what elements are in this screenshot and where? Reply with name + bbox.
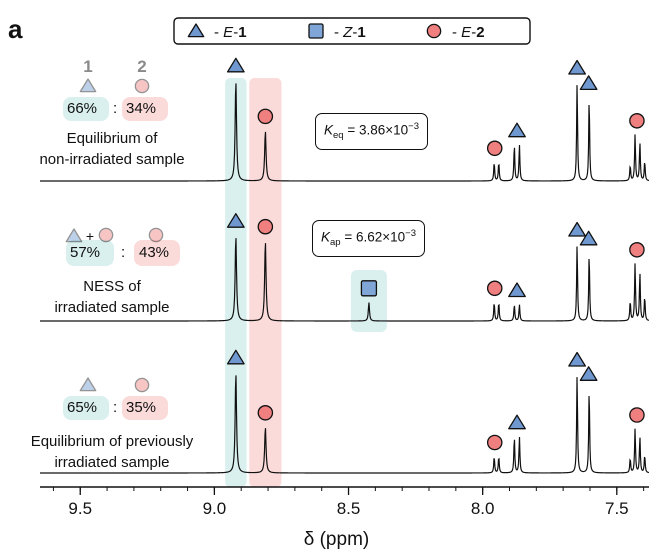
ratio-1-triangle-icon [79, 78, 97, 93]
legend-box [173, 17, 531, 45]
peak-marker-triangle-icon [579, 75, 598, 91]
peak-marker-triangle-icon [226, 57, 245, 73]
ratio-3-left: 65% [67, 399, 98, 416]
ratio-highlight [122, 97, 168, 121]
k-eq-value: = 3.86×10 [343, 122, 409, 138]
legend-square-icon [308, 23, 324, 39]
ratio-1-left: 66% [67, 100, 98, 117]
spectrum-line-3 [40, 375, 649, 474]
ratio-highlight [63, 396, 109, 420]
peak-marker-triangle-icon [508, 414, 526, 430]
peak-marker-circle-icon [629, 242, 645, 258]
legend-label-2: - Z-1 [334, 24, 366, 41]
spectrum-line-1 [40, 83, 649, 182]
k-ap-exponent: −3 [405, 228, 416, 239]
caption-1-line-2: non-irradiated sample [39, 151, 185, 168]
peak-marker-circle-icon [629, 113, 645, 129]
ratio-highlight [122, 396, 168, 420]
caption-2-line-1: NESS of [83, 278, 141, 295]
k-ap-subscript: ap [330, 237, 341, 249]
peak-marker-triangle-icon [568, 59, 587, 75]
caption-1: Equilibrium of non-irradiated sample [0, 128, 224, 170]
peak-marker-triangle-icon [568, 351, 587, 367]
peak-marker-circle-icon [257, 405, 274, 421]
caption-1-line-1: Equilibrium of [66, 130, 158, 147]
k-ap-box: Kap = 6.62×10−3 [312, 220, 425, 258]
ratio-2-left: 57% [70, 244, 101, 261]
peak-marker-circle-icon [486, 434, 503, 451]
ratio-highlight [66, 240, 114, 266]
ratio-1-right: 34% [126, 100, 157, 117]
k-eq-symbol: K [324, 122, 334, 138]
ratio-2-square-circle-icon [98, 227, 114, 243]
ratio-2-sep: : [121, 244, 126, 261]
peak-marker-triangle-icon [568, 221, 587, 237]
legend-triangle-icon [187, 23, 205, 38]
peak-marker-triangle-icon [579, 366, 598, 381]
peak-marker-circle-icon [257, 108, 274, 125]
peak-markers [226, 57, 645, 451]
x-tick-label: 7.5 [605, 499, 629, 518]
peak-marker-circle-icon [486, 280, 503, 297]
x-axis: 9.5 9.0 8.5 8.0 7.5 δ (ppm) [40, 486, 649, 550]
band-teal [225, 78, 247, 487]
k-ap-symbol: K [321, 229, 331, 245]
legend: - E-1 - Z-1 - E-2 a [8, 14, 531, 45]
peak-marker-triangle-icon [226, 213, 245, 228]
caption-2: NESS of irradiated sample [0, 276, 224, 318]
peak-marker-circle-icon [629, 407, 645, 423]
caption-3-line-1: Equilibrium of previously [30, 433, 194, 450]
legend-label-3: - E-2 [452, 24, 485, 41]
ratio-2-circle-icon [148, 227, 164, 243]
caption-3: Equilibrium of previously irradiated sam… [0, 431, 224, 473]
ratio-icons: 1 2 + [65, 57, 164, 393]
peak-marker-triangle-icon [508, 282, 526, 298]
ratio-3-circle-icon [134, 377, 150, 393]
ratio-3-right: 35% [126, 399, 157, 416]
caption-2-line-2: irradiated sample [54, 299, 170, 316]
ratio-2-triangle-icon [65, 228, 83, 243]
x-tick-label: 9.5 [68, 499, 92, 518]
ratio-2-plus: + [86, 228, 94, 244]
panel-label: a [8, 14, 23, 44]
k-eq-exponent: −3 [408, 121, 419, 132]
peak-marker-square-icon [360, 280, 378, 297]
ratio-highlight [134, 240, 180, 266]
spectrum-line-2 [40, 238, 649, 322]
x-tick-label: 9.0 [203, 499, 227, 518]
x-axis-label: δ (ppm) [304, 529, 369, 550]
ratio-highlight [63, 97, 109, 121]
peak-marker-circle-icon [257, 218, 274, 235]
header-number-1: 1 [83, 57, 92, 76]
x-tick-label: 8.5 [337, 499, 361, 518]
ratio-3-triangle-icon [79, 377, 97, 392]
k-eq-box: Keq = 3.86×10−3 [315, 113, 428, 151]
peak-marker-triangle-icon [579, 230, 598, 246]
k-ap-value: = 6.62×10 [340, 229, 406, 245]
ratio-1-circle-icon [134, 78, 150, 94]
legend-label-1: - E-1 [214, 24, 247, 41]
k-eq-subscript: eq [333, 130, 344, 142]
ratio-2-right: 43% [139, 244, 170, 261]
spectra-series [40, 83, 649, 474]
caption-3-line-2: irradiated sample [54, 454, 170, 471]
header-number-2: 2 [137, 57, 146, 76]
ratio-3-sep: : [113, 399, 118, 416]
peak-marker-triangle-icon [508, 122, 526, 138]
ratio-1-sep: : [113, 100, 118, 117]
x-tick-label: 8.0 [471, 499, 495, 518]
legend-circle-icon [426, 23, 442, 39]
peak-marker-circle-icon [486, 140, 503, 157]
peak-marker-triangle-icon [226, 349, 245, 365]
band-z1 [350, 270, 387, 332]
